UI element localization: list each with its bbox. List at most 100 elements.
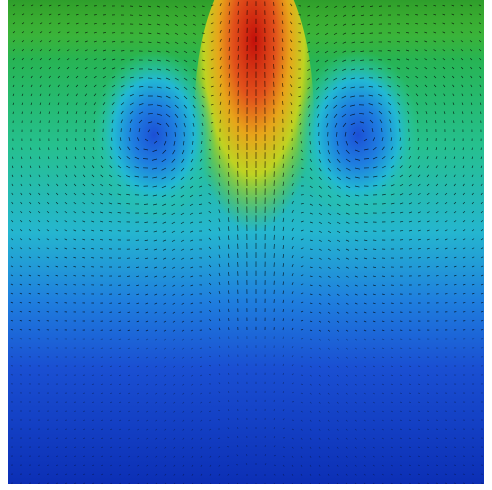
velocity-arrow: [318, 446, 321, 449]
velocity-arrow: [471, 247, 475, 250]
velocity-arrow: [127, 311, 131, 314]
velocity-arrow: [282, 181, 285, 187]
velocity-arrow: [100, 383, 104, 385]
velocity-arrow: [190, 320, 194, 323]
velocity-arrow: [318, 464, 321, 467]
velocity-arrow: [84, 13, 88, 16]
velocity-arrow: [342, 68, 347, 71]
velocity-arrow: [470, 84, 473, 88]
velocity-arrow: [480, 247, 484, 250]
velocity-arrow: [153, 212, 158, 215]
velocity-arrow: [12, 66, 15, 70]
velocity-arrow: [363, 464, 366, 467]
velocity-arrow: [282, 381, 285, 385]
velocity-arrow: [227, 427, 230, 430]
velocity-arrow: [435, 211, 439, 214]
velocity-arrow: [227, 190, 230, 196]
velocity-arrow: [66, 49, 70, 52]
velocity-arrow: [201, 86, 205, 89]
velocity-arrow: [138, 119, 143, 124]
velocity-arrow: [156, 32, 161, 35]
velocity-arrow: [291, 300, 294, 304]
velocity-arrow: [417, 165, 421, 169]
velocity-arrow: [291, 227, 294, 232]
velocity-arrow: [372, 401, 375, 404]
velocity-arrow: [152, 203, 158, 206]
velocity-arrow: [387, 58, 392, 61]
velocity-arrow: [345, 302, 349, 305]
velocity-arrow: [199, 176, 203, 179]
velocity-arrow: [309, 284, 313, 286]
velocity-arrow: [327, 365, 330, 368]
velocity-arrow: [180, 212, 185, 216]
velocity-arrow: [308, 113, 311, 118]
velocity-arrow: [399, 356, 403, 358]
velocity-arrow: [201, 5, 205, 7]
velocity-arrow: [354, 293, 358, 296]
velocity-arrow: [399, 410, 403, 413]
velocity-arrow: [372, 383, 376, 386]
velocity-arrow: [208, 246, 212, 250]
velocity-arrow: [219, 20, 222, 25]
velocity-arrow: [309, 266, 313, 268]
velocity-arrow: [236, 482, 239, 484]
velocity-arrow: [183, 113, 187, 118]
velocity-arrow: [318, 248, 322, 251]
velocity-arrow: [91, 238, 95, 241]
velocity-arrow: [345, 140, 349, 146]
velocity-arrow: [66, 84, 69, 88]
velocity-arrow: [318, 176, 322, 181]
velocity-arrow: [327, 311, 331, 314]
velocity-arrow: [180, 203, 185, 207]
velocity-arrow: [174, 59, 179, 63]
velocity-arrow: [318, 329, 322, 332]
velocity-arrow: [444, 192, 448, 196]
velocity-arrow: [218, 263, 221, 268]
velocity-arrow: [20, 201, 23, 205]
velocity-arrow: [273, 445, 276, 448]
velocity-arrow: [354, 194, 360, 197]
velocity-arrow: [136, 338, 140, 341]
velocity-arrow: [56, 165, 59, 169]
velocity-arrow: [360, 41, 365, 44]
velocity-arrow: [48, 4, 52, 7]
velocity-arrow: [363, 302, 367, 305]
velocity-arrow: [21, 102, 24, 106]
velocity-arrow: [453, 256, 457, 259]
velocity-arrow: [218, 354, 221, 358]
velocity-arrow: [93, 75, 97, 79]
velocity-arrow: [381, 284, 385, 286]
velocity-arrow: [192, 32, 196, 35]
velocity-arrow: [316, 5, 320, 8]
velocity-arrow: [111, 49, 116, 52]
velocity-arrow: [48, 57, 52, 61]
velocity-arrow: [426, 410, 430, 412]
velocity-arrow: [381, 473, 384, 476]
velocity-arrow: [155, 410, 158, 413]
velocity-arrow: [354, 275, 358, 278]
velocity-arrow: [82, 446, 86, 448]
velocity-arrow: [282, 254, 285, 259]
velocity-arrow: [387, 85, 392, 88]
velocity-arrow: [199, 158, 203, 162]
velocity-arrow: [47, 156, 50, 160]
velocity-arrow: [120, 102, 125, 106]
velocity-arrow: [129, 68, 134, 70]
velocity-arrow: [460, 57, 464, 61]
velocity-arrow: [210, 4, 214, 7]
velocity-arrow: [372, 302, 376, 305]
velocity-arrow: [218, 155, 221, 160]
vortex-right: [296, 50, 420, 220]
velocity-arrow: [111, 84, 116, 88]
velocity-arrow: [218, 300, 221, 304]
velocity-arrow: [345, 239, 350, 242]
velocity-arrow: [173, 446, 176, 449]
velocity-arrow: [173, 455, 176, 458]
velocity-arrow: [102, 49, 107, 52]
velocity-arrow: [138, 94, 144, 97]
velocity-arrow: [199, 374, 203, 377]
velocity-arrow: [336, 347, 339, 350]
velocity-arrow: [336, 446, 339, 449]
velocity-arrow: [74, 174, 77, 178]
velocity-arrow: [30, 75, 33, 79]
